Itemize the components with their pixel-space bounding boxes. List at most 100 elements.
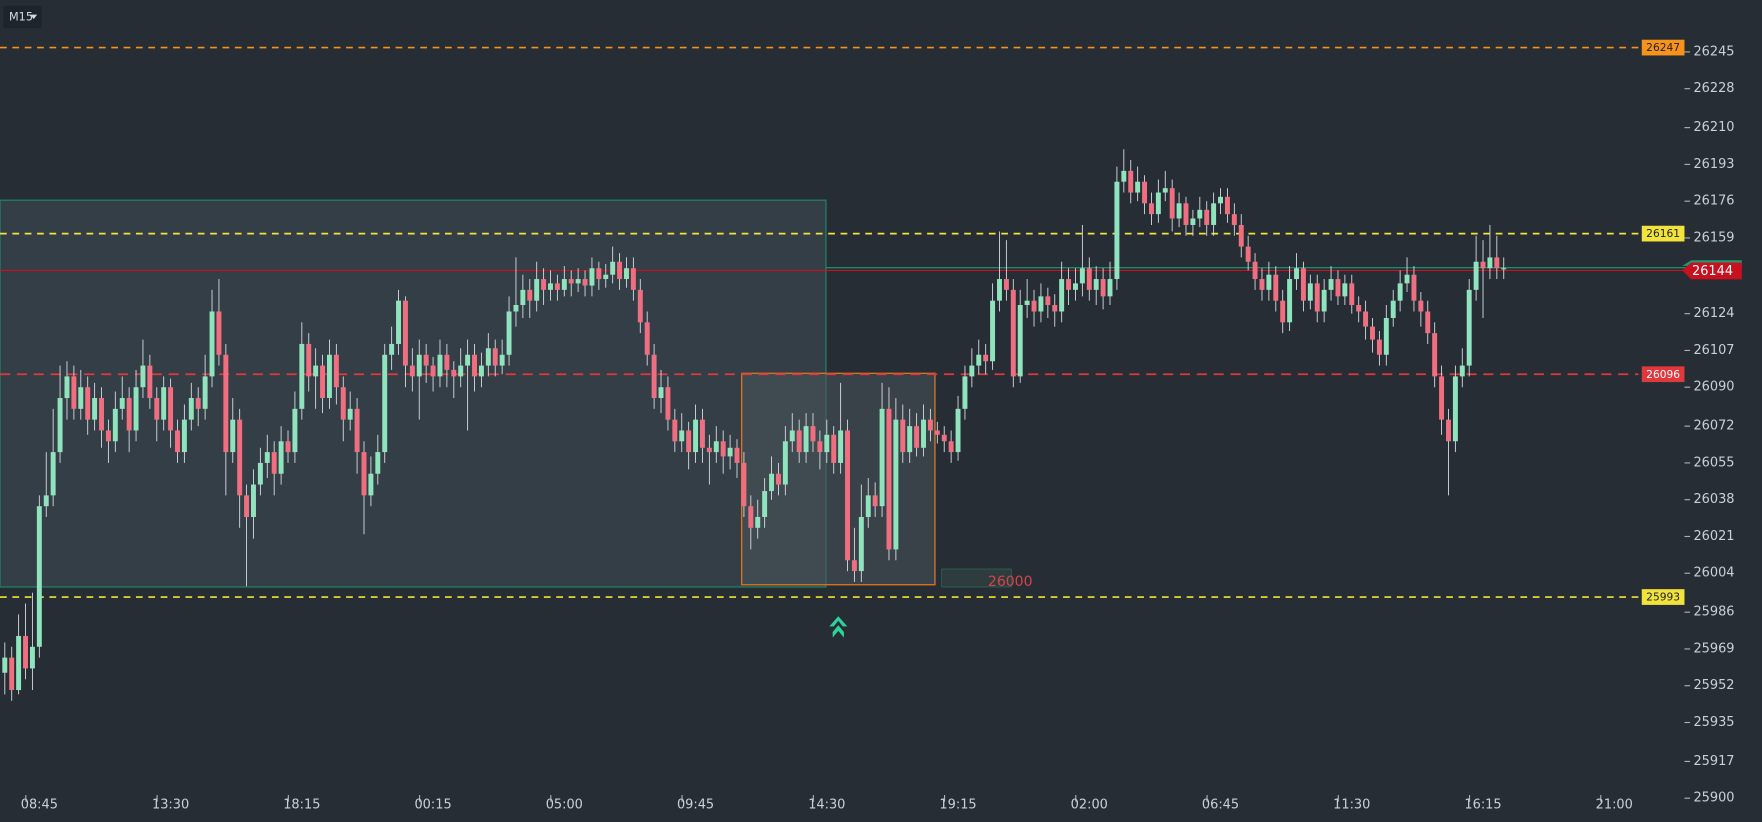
candle-body xyxy=(520,289,526,306)
candle-body xyxy=(1349,283,1355,306)
candle-body xyxy=(554,283,560,290)
candle-body xyxy=(133,387,139,431)
candle-body xyxy=(458,365,464,377)
candle-body xyxy=(1059,279,1065,312)
candle-body xyxy=(644,322,650,355)
candle-body xyxy=(50,452,56,496)
candle-body xyxy=(389,343,395,355)
candle-body xyxy=(451,369,457,377)
x-tick-label: 14:30 xyxy=(808,798,845,813)
level-tag xyxy=(1641,589,1685,605)
candle-body xyxy=(485,348,491,366)
candle-body xyxy=(299,343,305,409)
candle-body xyxy=(921,419,926,448)
candle-body xyxy=(672,419,678,442)
candle-body xyxy=(430,365,436,377)
y-tick-label: 25952 xyxy=(1693,678,1734,693)
candle-body xyxy=(216,311,222,355)
candle-body xyxy=(354,408,360,453)
timeframe-label[interactable]: M15 xyxy=(9,10,33,23)
candle-body xyxy=(437,354,443,377)
candle-body xyxy=(1211,203,1217,225)
candle-body xyxy=(1383,317,1389,355)
candle-body xyxy=(686,430,692,453)
candle-body xyxy=(16,635,22,691)
candle-body xyxy=(568,279,574,284)
candle-body xyxy=(1307,283,1313,301)
candle-body xyxy=(375,452,381,474)
candle-body xyxy=(589,268,595,286)
candle-body xyxy=(202,376,208,409)
candle-body xyxy=(948,441,954,453)
candle-body xyxy=(1162,188,1168,193)
candle-body xyxy=(340,387,346,420)
candle-body xyxy=(541,279,547,290)
candle-body xyxy=(278,441,284,474)
candle-body xyxy=(1017,305,1023,377)
candle-body xyxy=(941,434,947,442)
x-tick-label: 08:45 xyxy=(21,798,58,813)
candle-body xyxy=(1176,203,1182,219)
candle-body xyxy=(181,419,187,453)
candle-body xyxy=(775,473,781,485)
candle-body xyxy=(492,348,498,366)
candle-body xyxy=(1300,268,1306,301)
y-tick-label: 26210 xyxy=(1693,120,1734,135)
candle-body xyxy=(1031,300,1037,312)
candle-body xyxy=(57,398,63,453)
candle-body xyxy=(1404,274,1410,284)
y-tick-label: 26176 xyxy=(1693,194,1734,209)
candle-body xyxy=(706,447,712,453)
last-price-label: 26144 xyxy=(1692,264,1733,279)
candle-body xyxy=(209,311,215,377)
candle-body xyxy=(78,387,84,409)
candle-body xyxy=(679,430,685,442)
candle-body xyxy=(1093,279,1099,290)
candle-body xyxy=(409,365,415,377)
x-tick-label: 09:45 xyxy=(677,798,714,813)
candle-body xyxy=(851,560,857,572)
zone-tag xyxy=(941,568,1012,588)
y-tick-label: 26072 xyxy=(1693,419,1734,434)
candle-body xyxy=(1107,279,1113,297)
candle-body xyxy=(1266,274,1272,290)
candle-body xyxy=(1190,218,1196,225)
candle-body xyxy=(119,398,125,409)
candle-body xyxy=(893,419,899,550)
candle-body xyxy=(1169,188,1175,219)
candle-body xyxy=(810,426,816,442)
candle-body xyxy=(990,300,996,362)
candle-body xyxy=(969,365,975,377)
candle-body xyxy=(1466,289,1472,366)
candle-body xyxy=(1473,261,1479,290)
candle-body xyxy=(1480,261,1486,269)
candle-body xyxy=(264,452,270,463)
candle-body xyxy=(99,398,104,431)
candle-body xyxy=(147,365,153,399)
candle-body xyxy=(976,354,982,366)
x-tick-label: 21:00 xyxy=(1596,798,1633,813)
candle-body xyxy=(624,268,629,280)
candle-body xyxy=(382,354,388,453)
candle-body xyxy=(934,430,940,435)
candle-body xyxy=(1280,300,1286,323)
candle-body xyxy=(1439,376,1445,420)
timeframe-button[interactable] xyxy=(3,5,42,29)
y-tick-label: 26055 xyxy=(1693,455,1734,470)
candle-body xyxy=(230,419,236,453)
candle-body xyxy=(561,279,567,290)
candle-body xyxy=(1328,279,1334,290)
candle-body xyxy=(1273,274,1279,301)
candle-body xyxy=(838,430,844,463)
candle-body xyxy=(1425,311,1431,334)
y-tick-label: 26245 xyxy=(1693,44,1734,59)
level-tag-label: 26247 xyxy=(1646,41,1680,54)
plot: 26245 26228 26210 26193 26176 26159 26124 26107… xyxy=(0,39,1742,813)
zone-label: 26000 xyxy=(988,574,1033,590)
y-tick-label: 26107 xyxy=(1693,343,1734,358)
y-tick-label: 25917 xyxy=(1693,754,1734,769)
y-tick-label: 26004 xyxy=(1693,566,1734,581)
candle-body xyxy=(762,491,768,517)
candle-body xyxy=(1452,376,1458,442)
dropdown-icon[interactable] xyxy=(30,14,38,20)
